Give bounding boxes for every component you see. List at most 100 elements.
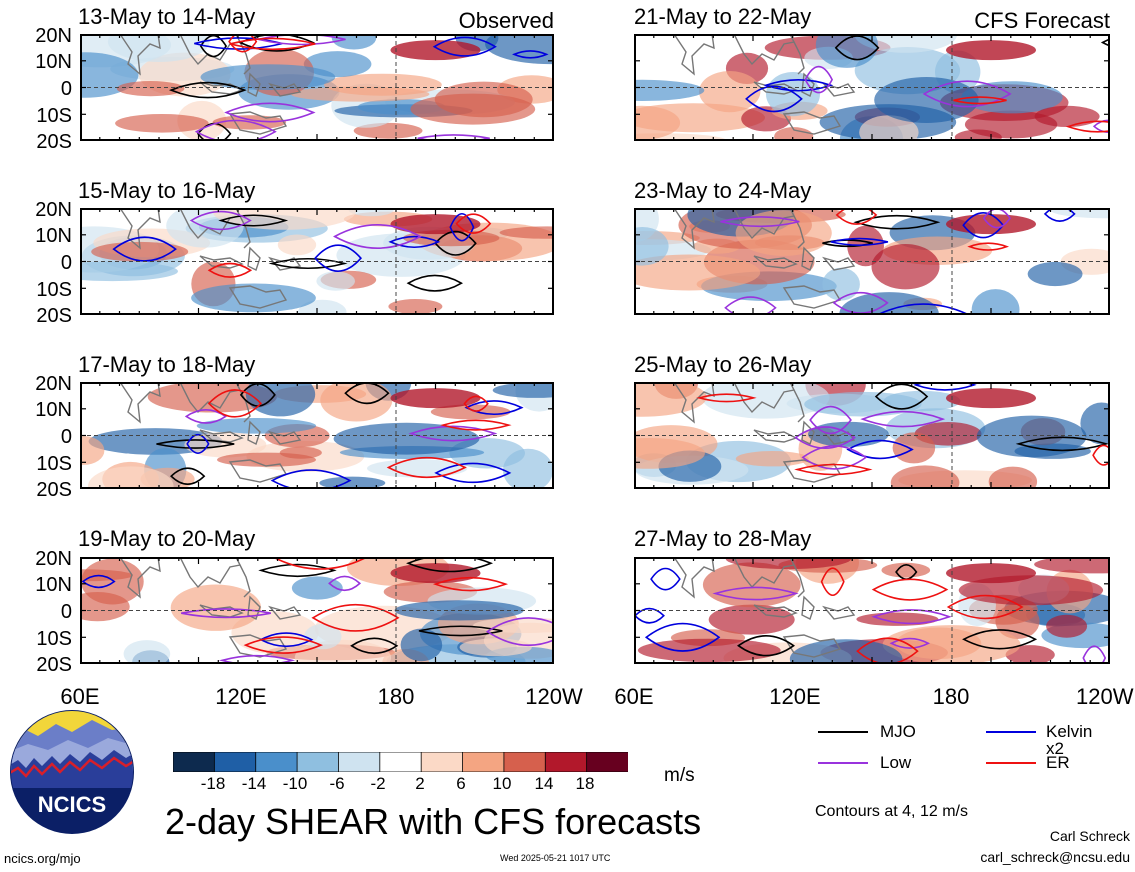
coastline [801, 595, 815, 620]
shear-shading [503, 448, 553, 489]
colorbar-swatch [172, 751, 216, 773]
shear-shading [1050, 208, 1110, 219]
y-tick-label: 20S [36, 305, 72, 327]
panel-title: 21-May to 22-May [634, 4, 812, 29]
forecast-label: CFS Forecast [974, 8, 1110, 33]
shear-shading [708, 604, 795, 635]
legend-line-kelvin [986, 731, 1036, 733]
coastline [793, 41, 805, 75]
shear-shading [316, 271, 355, 291]
shear-shading [348, 208, 394, 217]
coastline [753, 604, 798, 618]
low-contour [218, 654, 296, 664]
y-tick-label: 10N [35, 574, 72, 596]
panel-title: 19-May to 20-May [78, 526, 256, 551]
er-contour [953, 96, 1007, 105]
low-contour [189, 210, 252, 231]
y-tick-label: 20S [36, 479, 72, 501]
timestamp: Wed 2025-05-21 1017 UTC [500, 853, 611, 863]
shear-shading [492, 382, 554, 398]
shear-shading [874, 77, 979, 123]
legend-label-low: Low [880, 753, 912, 772]
coastline [793, 564, 805, 598]
ncics-logo-graphic: NCICS [10, 710, 134, 834]
map-panel-svg [80, 557, 554, 664]
map-panel [80, 382, 554, 489]
mjo-contour [350, 637, 399, 655]
shear-shading [231, 611, 319, 654]
map-panel [634, 382, 1110, 489]
kelvin-contour [512, 50, 549, 59]
coastline [733, 208, 796, 240]
coastline [782, 634, 842, 658]
shear-shading [892, 432, 936, 464]
y-tick-label: 0 [60, 78, 72, 100]
y-tick-label: 10N [35, 399, 72, 421]
mjo-contour [170, 467, 206, 485]
map-panel [634, 208, 1110, 315]
coastline [801, 246, 815, 271]
kelvin-contour [763, 79, 834, 92]
shear-shading [367, 459, 468, 478]
map-panel-svg [634, 208, 1110, 315]
site-link[interactable]: ncics.org/mjo [4, 851, 81, 866]
shear-shading [388, 299, 443, 314]
colorbar-label: 18 [575, 774, 595, 793]
colorbar-label: 6 [456, 774, 466, 793]
x-tick-label: 120E [769, 684, 821, 709]
legend-label-er: ER [1046, 753, 1070, 772]
colorbar-label: -18 [200, 774, 226, 793]
y-tick-label: 0 [60, 252, 72, 274]
map-panel-svg [80, 208, 554, 315]
mjo-contour [168, 81, 247, 99]
shear-shading [80, 261, 178, 282]
low-contour [871, 609, 952, 625]
shear-shading [430, 404, 511, 420]
y-tick-label: 20N [35, 25, 72, 47]
shear-shading [319, 476, 386, 489]
er-contour [820, 567, 845, 597]
x-tick-label: 120E [215, 684, 267, 709]
colorbar-swatch [213, 751, 257, 773]
kelvin-contour [913, 382, 977, 391]
er-contour [1092, 444, 1110, 466]
er-contour [432, 576, 509, 592]
er-contour [871, 578, 949, 601]
legend-line-er [986, 762, 1036, 764]
x-tick-label: 180 [377, 684, 415, 709]
er-contour [243, 636, 323, 654]
low-contour [224, 102, 316, 123]
mjo-contour [239, 383, 276, 407]
shear-shading [1027, 261, 1083, 287]
colorbar-swatch [379, 751, 423, 773]
mjo-contour [156, 439, 235, 449]
mjo-contour [258, 563, 337, 578]
shear-shading [390, 388, 481, 409]
kelvin-contour [81, 574, 116, 589]
shear-shading [634, 105, 681, 140]
ncics-logo: NCICS [8, 708, 136, 836]
er-contour [946, 594, 1024, 620]
y-tick-label: 10S [36, 453, 72, 475]
shear-shading [946, 40, 1036, 61]
mjo-contour [874, 383, 929, 410]
shear-shading [946, 214, 1036, 235]
kelvin-contour [449, 212, 475, 242]
coastline [239, 564, 251, 598]
shear-shading [277, 234, 317, 256]
low-contour [809, 405, 852, 435]
credit-email: carl_schreck@ncsu.edu [980, 849, 1130, 865]
mjo-contour [406, 557, 494, 573]
kelvin-contour [388, 235, 441, 249]
low-contour [328, 575, 361, 592]
coastline [782, 111, 842, 135]
coastline [119, 34, 161, 76]
shear-shading [400, 628, 443, 662]
colorbar-swatch [586, 751, 629, 773]
er-contour [440, 419, 512, 431]
coastline [239, 389, 251, 423]
shear-shading [954, 129, 1002, 141]
colorbar-label: 2 [415, 774, 425, 793]
colorbar-swatch [503, 751, 547, 773]
shear-shading [976, 415, 1087, 458]
